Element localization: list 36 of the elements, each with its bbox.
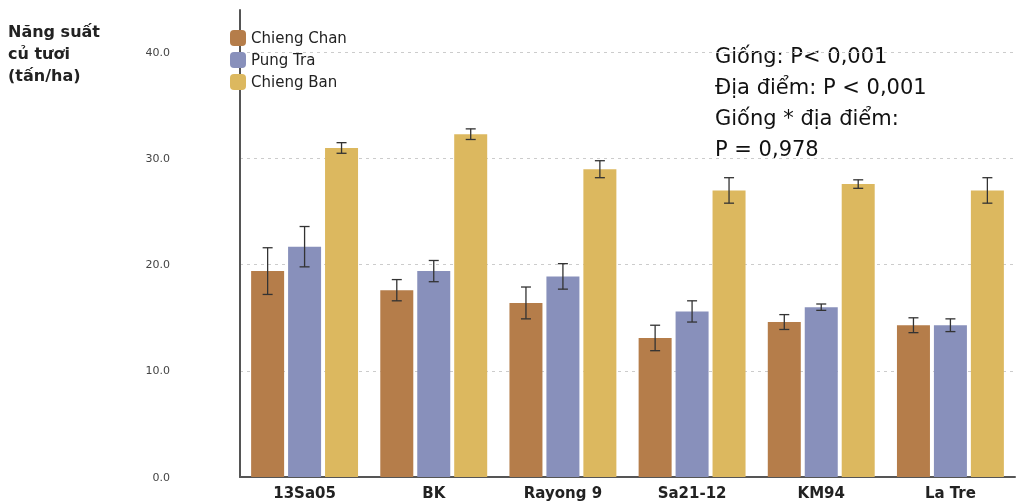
bar — [583, 169, 617, 477]
bar — [712, 190, 746, 477]
bar — [509, 302, 543, 477]
bar — [380, 290, 414, 477]
bar — [638, 337, 672, 477]
legend-label: Pung Tra — [251, 51, 316, 69]
bar — [251, 271, 285, 477]
legend-label: Chieng Chan — [251, 29, 347, 47]
bar — [896, 325, 930, 477]
bar — [804, 307, 838, 477]
bar — [546, 276, 580, 477]
annotation: Giống * địa điểm: — [715, 105, 899, 130]
bar — [675, 311, 709, 477]
bar — [933, 325, 967, 477]
bar — [841, 184, 875, 477]
x-tick-label: 13Sa05 — [273, 483, 336, 502]
x-tick-label: Sa21-12 — [657, 483, 727, 502]
bar — [325, 147, 359, 477]
bar — [970, 190, 1004, 477]
bar — [454, 134, 488, 477]
bar — [767, 322, 801, 477]
x-tick-label: Rayong 9 — [523, 483, 603, 502]
y-tick-label: 20.0 — [145, 258, 170, 272]
bar — [417, 271, 451, 477]
y-tick-label: 40.0 — [145, 45, 170, 59]
y-tick-label: 0.0 — [152, 470, 170, 484]
legend-label: Chieng Ban — [251, 73, 338, 91]
annotation: P = 0,978 — [715, 136, 819, 161]
y-tick-label: 30.0 — [145, 152, 170, 166]
x-tick-label: La Tre — [924, 483, 976, 502]
annotation: Địa điểm: P < 0,001 — [715, 74, 927, 99]
y-axis-title: Năng suất củ tươi (tấn/ha) — [8, 21, 101, 85]
bar — [288, 246, 322, 477]
x-tick-label: KM94 — [797, 483, 845, 502]
y-tick-label: 10.0 — [145, 364, 170, 378]
x-tick-label: BK — [422, 483, 447, 502]
